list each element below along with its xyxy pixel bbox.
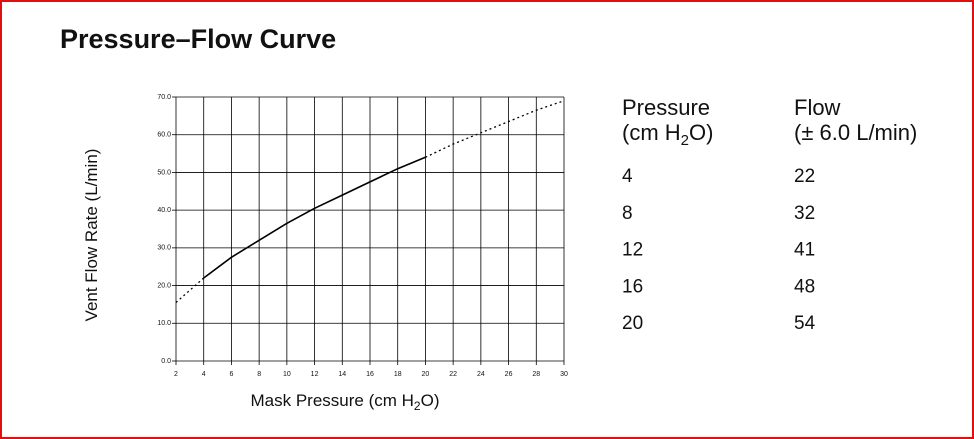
table-cell: 54	[794, 313, 816, 334]
table-header-sub: 2	[681, 132, 689, 149]
x-tick-label: 22	[449, 371, 457, 378]
table-header-part: O)	[689, 120, 713, 145]
x-tick-label: 28	[532, 371, 540, 378]
x-tick-label: 26	[505, 371, 513, 378]
x-tick-label: 6	[229, 371, 233, 378]
table-header: (± 6.0 L/min)	[794, 120, 917, 145]
y-tick-label: 20.0	[157, 282, 171, 289]
table-cell: 20	[622, 313, 643, 334]
table-cell: 4	[622, 166, 633, 187]
x-axis-label-part: O)	[421, 391, 440, 410]
x-tick-label: 10	[283, 371, 291, 378]
x-tick-label: 16	[366, 371, 374, 378]
table-header: Flow	[794, 95, 841, 120]
x-tick-label: 12	[311, 371, 319, 378]
table-cell: 12	[622, 240, 643, 261]
table-cell: 22	[794, 166, 815, 187]
y-axis-label: Vent Flow Rate (L/min)	[82, 149, 101, 322]
y-tick-label: 60.0	[157, 132, 171, 139]
y-tick-label: 10.0	[157, 320, 171, 327]
x-tick-label: 20	[422, 371, 430, 378]
x-tick-label: 4	[202, 371, 206, 378]
table-cell: 8	[622, 203, 633, 224]
x-tick-label: 14	[338, 371, 346, 378]
table-cell: 41	[794, 240, 815, 261]
table-cell: 16	[622, 276, 643, 297]
table-cell: 32	[794, 203, 815, 224]
table-header-part: (cm H	[622, 120, 681, 145]
table-cell: 48	[794, 276, 815, 297]
x-axis-label-sub: 2	[414, 399, 421, 413]
x-tick-label: 8	[257, 371, 261, 378]
y-tick-label: 40.0	[157, 207, 171, 214]
x-tick-label: 24	[477, 371, 485, 378]
x-tick-label: 30	[560, 371, 568, 378]
y-tick-label: 70.0	[157, 94, 171, 101]
y-tick-label: 30.0	[157, 245, 171, 252]
x-axis-label-part: Mask Pressure (cm H	[251, 391, 414, 410]
chart-title: Pressure–Flow Curve	[60, 24, 336, 54]
table-header: (cm H2O)	[622, 120, 713, 149]
x-axis-label: Mask Pressure (cm H2O)	[251, 391, 440, 413]
y-tick-label: 0.0	[161, 358, 171, 365]
y-tick-label: 50.0	[157, 169, 171, 176]
table-header: Pressure	[622, 95, 710, 120]
x-tick-label: 2	[174, 371, 178, 378]
x-tick-label: 18	[394, 371, 402, 378]
data-line	[203, 156, 426, 279]
data-line	[175, 100, 565, 303]
table: Pressure (cm H2O) Flow (± 6.0 L/min) 4 22…	[622, 95, 917, 334]
